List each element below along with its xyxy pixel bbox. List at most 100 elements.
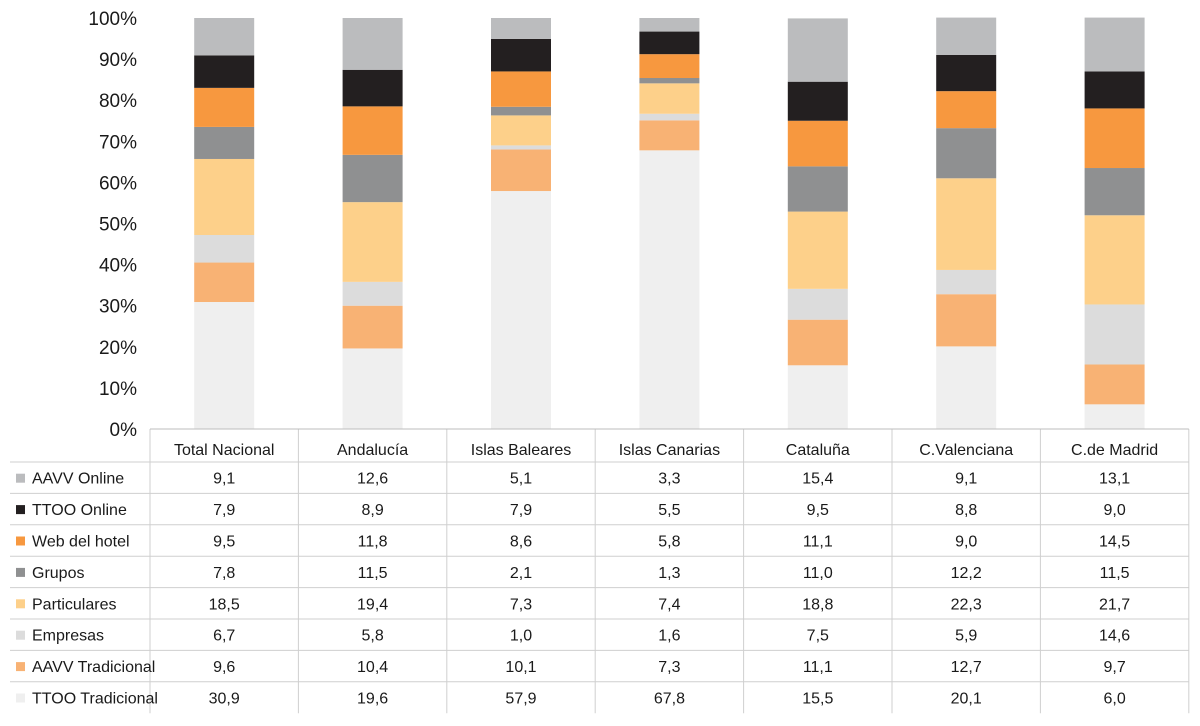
data-label: 5,5 [658, 502, 680, 519]
legend-label: Particulares [32, 596, 116, 613]
legend-swatch [16, 505, 25, 515]
data-label: 12,2 [951, 565, 982, 582]
data-label: 18,8 [802, 596, 833, 613]
category-label: Islas Canarias [619, 442, 720, 459]
table-row-web-del-hotel: Web del hotel 9,5 11,8 8,6 5,8 11,1 9,0 14,5 [16, 534, 1130, 551]
data-label: 20,1 [951, 691, 982, 708]
data-label: 3,3 [658, 471, 680, 488]
category-label: Islas Baleares [471, 442, 572, 459]
data-label: 7,5 [807, 628, 829, 645]
legend-swatch [16, 536, 25, 546]
data-label: 11,1 [803, 659, 833, 676]
y-tick-label: 0% [110, 420, 138, 441]
bar-segment-particulares [491, 115, 551, 146]
y-tick-label: 80% [99, 91, 137, 112]
bar-segment-grupos [639, 78, 700, 84]
data-label: 13,1 [1099, 471, 1130, 488]
legend-swatch [16, 630, 25, 640]
data-label: 19,4 [357, 596, 388, 613]
data-label: 7,4 [658, 596, 680, 613]
data-label: 6,7 [213, 628, 235, 645]
data-label: 18,5 [209, 596, 240, 613]
data-label: 15,4 [802, 471, 833, 488]
bar-stack-andalucia [342, 18, 403, 429]
bar-segment-grupos [936, 128, 997, 179]
bar-segment-ttoo-online [342, 69, 403, 107]
bar-segment-ttoo-tradicional [936, 346, 997, 429]
data-label: 8,9 [361, 502, 383, 519]
data-label: 11,5 [358, 565, 388, 582]
data-label: 21,7 [1099, 596, 1130, 613]
bar-segment-empresas [491, 145, 551, 150]
table-row-grupos: Grupos 7,8 11,5 2,1 1,3 11,0 12,2 11,5 [16, 565, 1130, 582]
bar-segment-web-del-hotel [639, 54, 700, 79]
bar-segment-particulares [194, 158, 255, 236]
y-tick-label: 20% [99, 338, 137, 359]
y-tick-label: 100% [88, 9, 137, 30]
bar-segment-aavv-tradicional [491, 149, 551, 192]
bar-segment-aavv-tradicional [787, 319, 848, 366]
bar-segment-web-del-hotel [491, 71, 551, 107]
y-tick-label: 40% [99, 256, 137, 277]
data-label: 12,6 [357, 471, 388, 488]
bar-segment-particulares [787, 211, 848, 289]
bar-segment-empresas [342, 281, 403, 306]
y-tick-label: 10% [99, 379, 137, 400]
data-label: 14,5 [1099, 534, 1130, 551]
data-label: 5,8 [658, 534, 680, 551]
bar-segment-aavv-tradicional [342, 305, 403, 349]
bar-segment-aavv-tradicional [194, 262, 255, 303]
legend-swatch [16, 567, 25, 577]
legend-label: AAVV Tradicional [32, 659, 155, 676]
bar-segment-ttoo-online [787, 81, 848, 121]
data-label: 57,9 [505, 691, 536, 708]
bar-segment-particulares [936, 178, 997, 270]
legend-swatch [16, 473, 25, 483]
bar-segment-empresas [639, 113, 700, 121]
bar-segment-ttoo-tradicional [1084, 404, 1145, 429]
bar-stack-islas-baleares [491, 18, 551, 429]
bar-segment-ttoo-tradicional [787, 365, 848, 429]
data-label: 22,3 [951, 596, 982, 613]
bar-segment-aavv-tradicional [639, 120, 700, 151]
bar-segment-web-del-hotel [1084, 108, 1145, 169]
data-label: 1,6 [658, 628, 680, 645]
data-label: 5,9 [955, 628, 977, 645]
y-axis: 0% 10% 20% 30% 40% 50% 60% 70% 80% 90% 100% [88, 9, 137, 441]
bar-segment-ttoo-online [936, 54, 997, 92]
bar-segment-ttoo-tradicional [342, 348, 403, 429]
category-label: C.de Madrid [1071, 442, 1158, 459]
data-label: 11,8 [358, 534, 388, 551]
data-label: 30,9 [209, 691, 240, 708]
data-label: 1,3 [658, 565, 680, 582]
data-label: 10,1 [505, 659, 536, 676]
table-row-particulares: Particulares 18,5 19,4 7,3 7,4 18,8 22,3 21,7 [16, 596, 1130, 613]
legend-label: TTOO Online [32, 502, 127, 519]
bar-stack-islas-canarias [639, 18, 700, 430]
y-tick-label: 30% [99, 297, 137, 318]
legend-label: AAVV Online [32, 471, 124, 488]
y-tick-label: 70% [99, 132, 137, 153]
legend-label: TTOO Tradicional [32, 691, 158, 708]
y-tick-label: 90% [99, 50, 137, 71]
bar-segment-ttoo-online [639, 31, 700, 55]
bar-segment-web-del-hotel [342, 106, 403, 155]
bar-segment-web-del-hotel [936, 91, 997, 129]
bar-segment-aavv-online [639, 18, 700, 32]
data-label: 9,7 [1103, 659, 1125, 676]
data-label: 8,6 [510, 534, 532, 551]
y-tick-label: 60% [99, 173, 137, 194]
bar-segment-aavv-online [1084, 17, 1145, 72]
data-label: 12,7 [951, 659, 982, 676]
data-label: 7,9 [213, 502, 235, 519]
bar-segment-particulares [342, 202, 403, 282]
bar-segment-ttoo-tradicional [639, 150, 700, 430]
bar-segment-aavv-online [194, 18, 255, 56]
bar-stack-cataluna [787, 18, 848, 429]
category-label: C.Valenciana [919, 442, 1013, 459]
bar-segment-web-del-hotel [194, 87, 255, 127]
category-label: Cataluña [786, 442, 850, 459]
bar-segment-particulares [1084, 215, 1145, 305]
bar-segment-aavv-online [936, 17, 997, 55]
legend-label: Web del hotel [32, 534, 130, 551]
